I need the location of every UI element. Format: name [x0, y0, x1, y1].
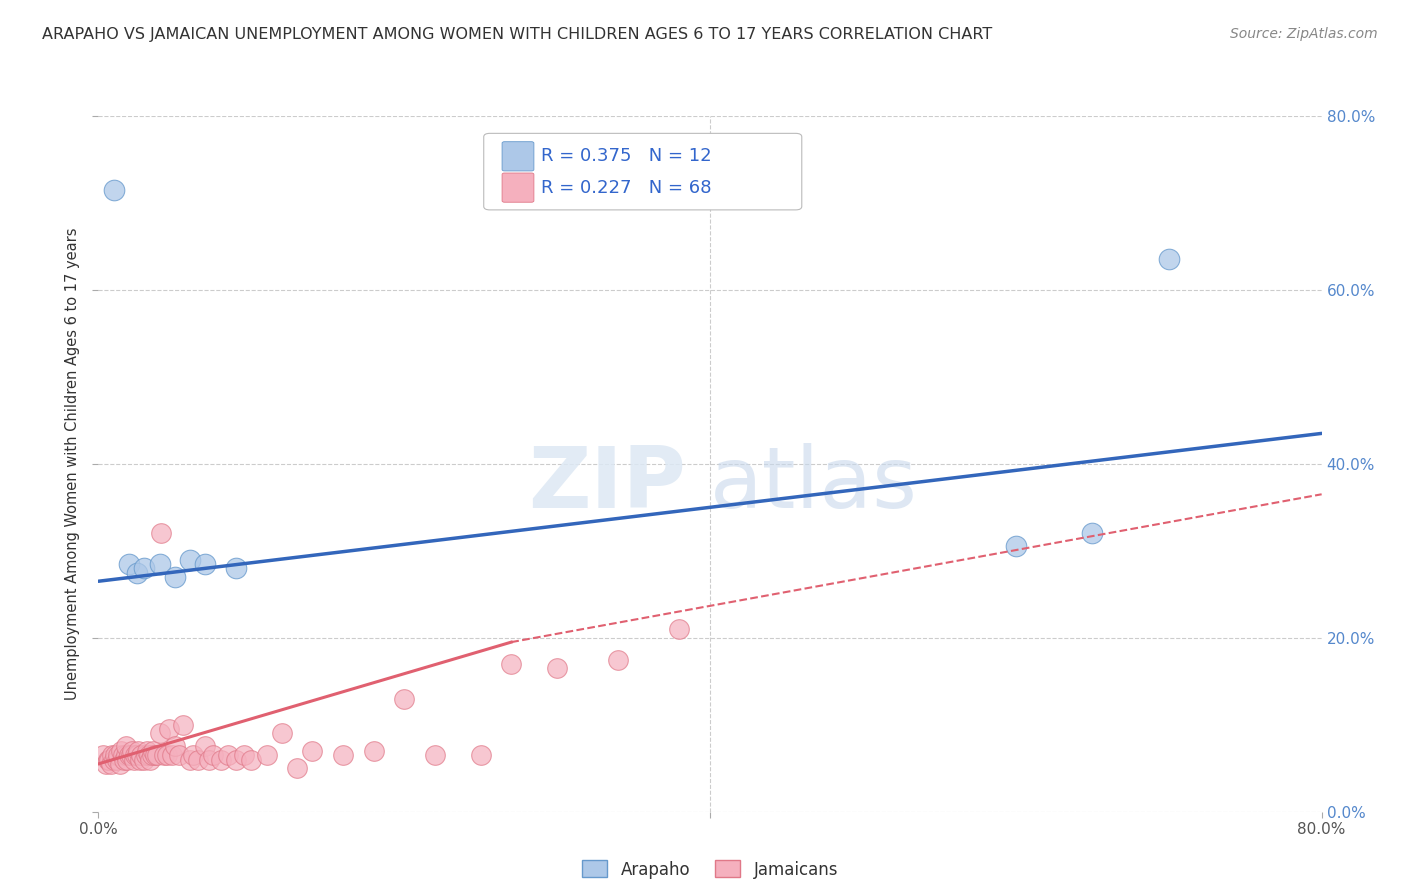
Point	[157, 722, 180, 736]
Point	[101, 748, 124, 763]
Point	[94, 756, 117, 771]
Point	[194, 557, 217, 571]
Point	[107, 748, 129, 763]
Point	[129, 748, 152, 763]
Point	[232, 748, 254, 763]
Point	[423, 748, 446, 763]
Point	[143, 748, 166, 763]
Point	[100, 756, 122, 771]
Point	[115, 739, 138, 754]
Point	[285, 761, 308, 775]
Point	[125, 748, 148, 763]
Point	[110, 744, 132, 758]
Point	[194, 739, 217, 754]
Point	[145, 748, 167, 763]
Point	[128, 753, 150, 767]
Point	[470, 748, 492, 763]
Point	[160, 748, 183, 763]
Point	[141, 748, 163, 763]
Point	[136, 744, 159, 758]
Point	[149, 557, 172, 571]
Point	[135, 748, 157, 763]
Text: atlas: atlas	[710, 443, 918, 526]
Point	[501, 657, 523, 671]
Legend: Arapaho, Jamaicans: Arapaho, Jamaicans	[574, 852, 846, 887]
Point	[172, 717, 194, 731]
Point	[97, 753, 120, 767]
Point	[134, 561, 156, 575]
Text: Source: ZipAtlas.com: Source: ZipAtlas.com	[1230, 27, 1378, 41]
Point	[134, 753, 156, 767]
Point	[115, 748, 138, 763]
Point	[1157, 252, 1180, 267]
FancyBboxPatch shape	[502, 173, 534, 202]
Point	[124, 748, 146, 763]
Point	[104, 748, 127, 763]
Point	[225, 561, 247, 575]
Point	[120, 748, 142, 763]
Y-axis label: Unemployment Among Women with Children Ages 6 to 17 years: Unemployment Among Women with Children A…	[65, 227, 80, 700]
Point	[607, 652, 630, 666]
FancyBboxPatch shape	[502, 142, 534, 171]
Point	[187, 753, 209, 767]
Point	[103, 183, 125, 197]
Text: ARAPAHO VS JAMAICAN UNEMPLOYMENT AMONG WOMEN WITH CHILDREN AGES 6 TO 17 YEARS CO: ARAPAHO VS JAMAICAN UNEMPLOYMENT AMONG W…	[42, 27, 993, 42]
Point	[668, 622, 690, 636]
Point	[202, 748, 225, 763]
Point	[209, 753, 232, 767]
Point	[363, 744, 385, 758]
FancyBboxPatch shape	[484, 134, 801, 210]
Point	[98, 753, 121, 767]
Point	[163, 570, 186, 584]
Point	[117, 753, 139, 767]
Point	[112, 753, 135, 767]
Point	[127, 744, 149, 758]
Point	[138, 748, 160, 763]
Point	[1081, 526, 1104, 541]
Point	[179, 552, 201, 566]
Point	[301, 744, 323, 758]
Point	[332, 748, 354, 763]
Point	[125, 566, 148, 580]
Point	[103, 753, 125, 767]
Point	[179, 753, 201, 767]
Text: R = 0.375   N = 12: R = 0.375 N = 12	[541, 147, 711, 165]
Point	[91, 748, 114, 763]
Point	[139, 753, 162, 767]
Point	[121, 744, 143, 758]
Point	[149, 726, 172, 740]
Point	[108, 756, 131, 771]
Point	[169, 748, 191, 763]
Point	[197, 753, 219, 767]
Point	[1004, 540, 1026, 554]
Point	[546, 661, 568, 675]
Point	[225, 753, 247, 767]
Point	[153, 748, 176, 763]
Text: ZIP: ZIP	[527, 443, 686, 526]
Text: R = 0.227   N = 68: R = 0.227 N = 68	[541, 178, 711, 196]
Point	[240, 753, 263, 767]
Point	[163, 739, 186, 754]
Point	[181, 748, 204, 763]
Point	[105, 753, 128, 767]
Point	[156, 748, 179, 763]
Point	[392, 691, 416, 706]
Point	[256, 748, 278, 763]
Point	[118, 748, 141, 763]
Point	[142, 744, 165, 758]
Point	[270, 726, 292, 740]
Point	[150, 526, 173, 541]
Point	[111, 748, 134, 763]
Point	[122, 753, 145, 767]
Point	[118, 557, 141, 571]
Point	[217, 748, 239, 763]
